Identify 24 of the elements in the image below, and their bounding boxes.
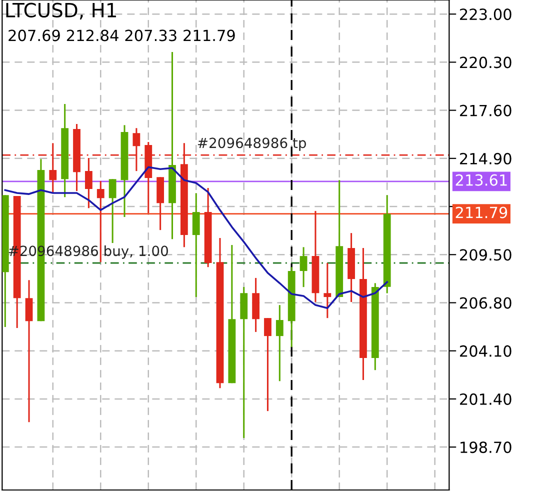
candlestick [276,304,284,382]
candlestick [84,157,92,209]
candlestick [25,279,33,423]
candlestick [192,192,200,298]
ref-line-label: #209648986 tp [198,138,306,151]
chart-title: LTCUSD, H1 [6,2,116,20]
y-tick-label: 223.00 [460,8,512,20]
candlestick [324,262,332,319]
text: 207.69 212.84 207.33 211.79 [8,30,235,42]
candlestick [108,178,116,244]
candlestick [300,246,308,288]
y-tick-label: 206.80 [460,297,512,309]
candlestick [96,180,104,263]
y-tick-label: 214.90 [460,152,512,164]
ref-line-label: 211.79 [456,206,508,218]
y-tick-label: 201.40 [460,393,512,405]
candlestick [264,317,272,412]
y-tick-label: 204.10 [460,345,512,357]
y-tick-label: 198.70 [460,442,512,454]
y-tick-label: 217.60 [460,104,512,116]
y-tick-label: 220.30 [460,56,512,68]
y-tick-label: 209.50 [460,249,512,261]
line-series [4,166,388,309]
ref-line-label: 213.61 [456,174,507,186]
